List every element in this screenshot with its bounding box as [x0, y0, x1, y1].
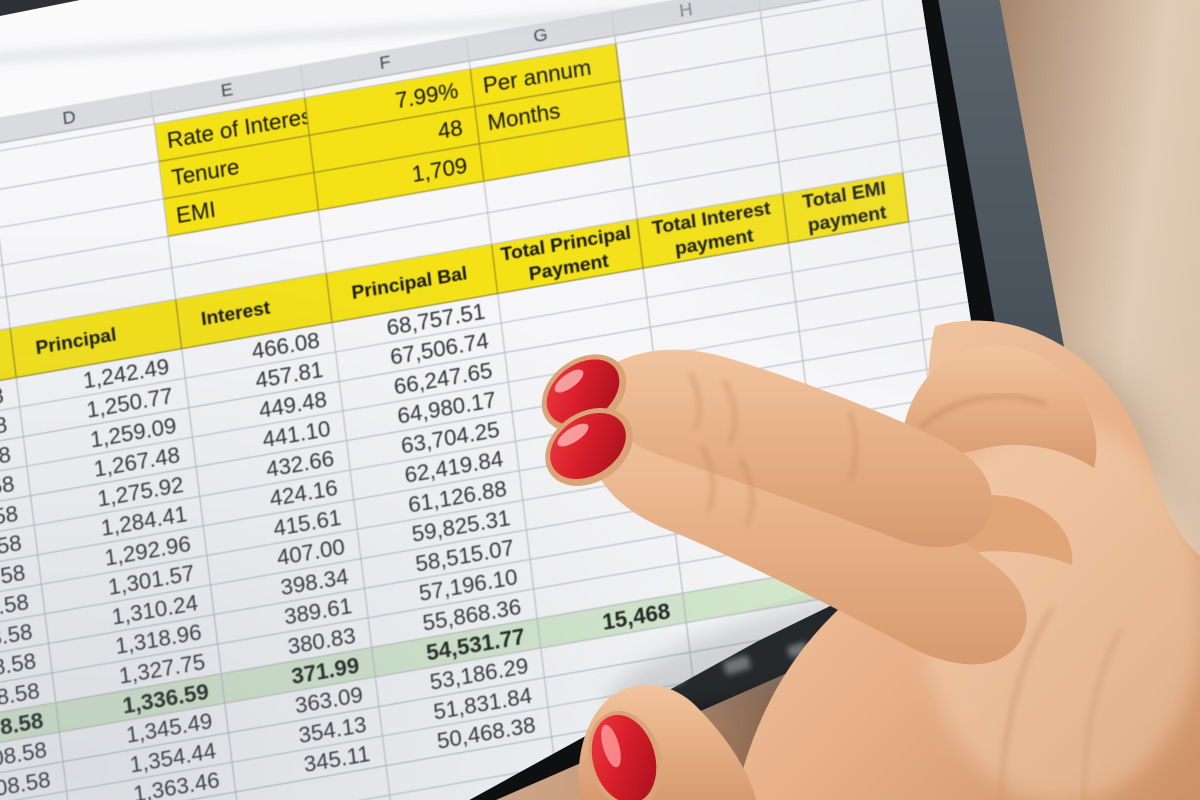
photo-scene: DEFGHIJRate of Interest7.99%Per annumTen… [0, 0, 1200, 800]
